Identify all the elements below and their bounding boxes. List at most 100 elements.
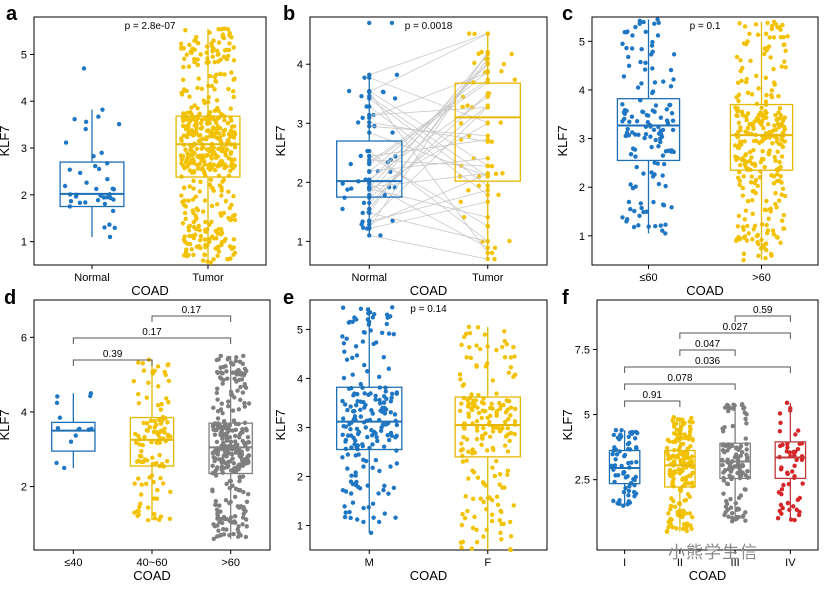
data-point: [750, 197, 755, 203]
data-point: [83, 119, 89, 125]
data-point: [229, 452, 235, 457]
data-point: [154, 496, 160, 501]
data-point: [730, 465, 735, 471]
box-iqr: [664, 449, 696, 488]
data-point: [220, 410, 225, 416]
data-point: [626, 499, 631, 504]
data-point: [210, 489, 215, 494]
jitter-points-Normal: [62, 66, 122, 240]
data-point: [761, 126, 766, 131]
data-point: [743, 153, 748, 158]
data-point: [352, 315, 357, 320]
data-point: [674, 432, 680, 437]
y-tick-label: 4: [21, 96, 27, 108]
y-axis-label: KLF7: [0, 125, 12, 156]
data-point: [752, 180, 757, 186]
data-point: [622, 453, 627, 459]
data-point: [512, 77, 518, 82]
data-point: [764, 198, 769, 204]
data-point: [340, 488, 346, 493]
data-point: [205, 56, 210, 61]
data-point: [183, 124, 189, 129]
data-point: [769, 23, 775, 29]
data-point: [502, 339, 507, 344]
data-point: [136, 401, 142, 406]
data-point: [199, 86, 205, 92]
data-point: [729, 511, 735, 516]
data-point: [354, 479, 359, 485]
data-point: [670, 127, 676, 133]
data-point: [225, 120, 231, 126]
jitter-points-I: [609, 428, 640, 508]
data-point: [653, 223, 658, 229]
data-point: [213, 473, 219, 478]
data-point: [721, 491, 726, 496]
data-point: [670, 118, 676, 123]
paired-line: [369, 173, 488, 225]
panel-letter-e: e: [283, 287, 294, 309]
data-point: [644, 112, 650, 118]
data-point: [227, 33, 232, 38]
data-point: [756, 253, 761, 258]
data-point: [614, 452, 620, 457]
data-point: [743, 436, 749, 441]
data-point: [345, 407, 350, 413]
data-point: [741, 227, 746, 232]
data-point: [215, 421, 221, 427]
data-point: [348, 404, 353, 409]
data-point: [613, 428, 619, 433]
data-point: [372, 124, 377, 129]
y-tick-label: 5: [579, 36, 585, 48]
data-point: [139, 482, 144, 487]
data-point: [740, 514, 746, 519]
data-point: [191, 186, 196, 191]
data-point: [146, 380, 151, 386]
data-point: [389, 395, 394, 401]
data-point: [735, 456, 740, 461]
data-point: [194, 119, 199, 124]
data-point: [382, 483, 387, 489]
data-point: [642, 67, 648, 72]
data-point: [144, 421, 150, 426]
data-point: [222, 423, 228, 429]
panel-d: d 2 4 6 KLF7 COAD ≤40 40~60 >60 0.17 0.17 0.39: [0, 287, 271, 583]
data-point: [494, 494, 500, 499]
data-point: [681, 454, 687, 460]
data-point: [491, 447, 496, 453]
data-point: [360, 442, 365, 447]
data-point: [219, 401, 224, 406]
data-point: [641, 19, 646, 25]
y-axis-label: KLF7: [0, 409, 12, 440]
data-point: [393, 515, 398, 520]
x-axis-label: COAD: [410, 283, 448, 298]
data-point: [394, 422, 400, 428]
data-point: [215, 154, 221, 159]
data-point: [350, 500, 356, 505]
data-point: [352, 391, 357, 396]
data-point: [463, 494, 468, 499]
data-point: [474, 436, 480, 442]
data-point: [387, 314, 393, 319]
y-tick-label: 6: [21, 332, 27, 344]
data-point: [670, 525, 675, 530]
data-point: [386, 184, 392, 190]
data-point: [210, 54, 215, 59]
paired-line: [369, 90, 488, 167]
data-point: [204, 135, 209, 140]
data-point: [745, 198, 751, 204]
data-point: [231, 237, 237, 242]
data-point: [669, 110, 675, 116]
data-point: [217, 503, 222, 508]
data-point: [759, 119, 765, 124]
data-point: [502, 419, 508, 425]
data-point: [197, 228, 202, 233]
data-point: [346, 320, 351, 325]
data-point: [393, 154, 398, 159]
data-point: [341, 341, 347, 346]
data-point: [388, 464, 393, 469]
data-point: [663, 183, 668, 189]
data-point: [511, 374, 516, 379]
data-point: [629, 46, 635, 51]
data-point: [362, 362, 367, 368]
data-point: [460, 383, 466, 388]
